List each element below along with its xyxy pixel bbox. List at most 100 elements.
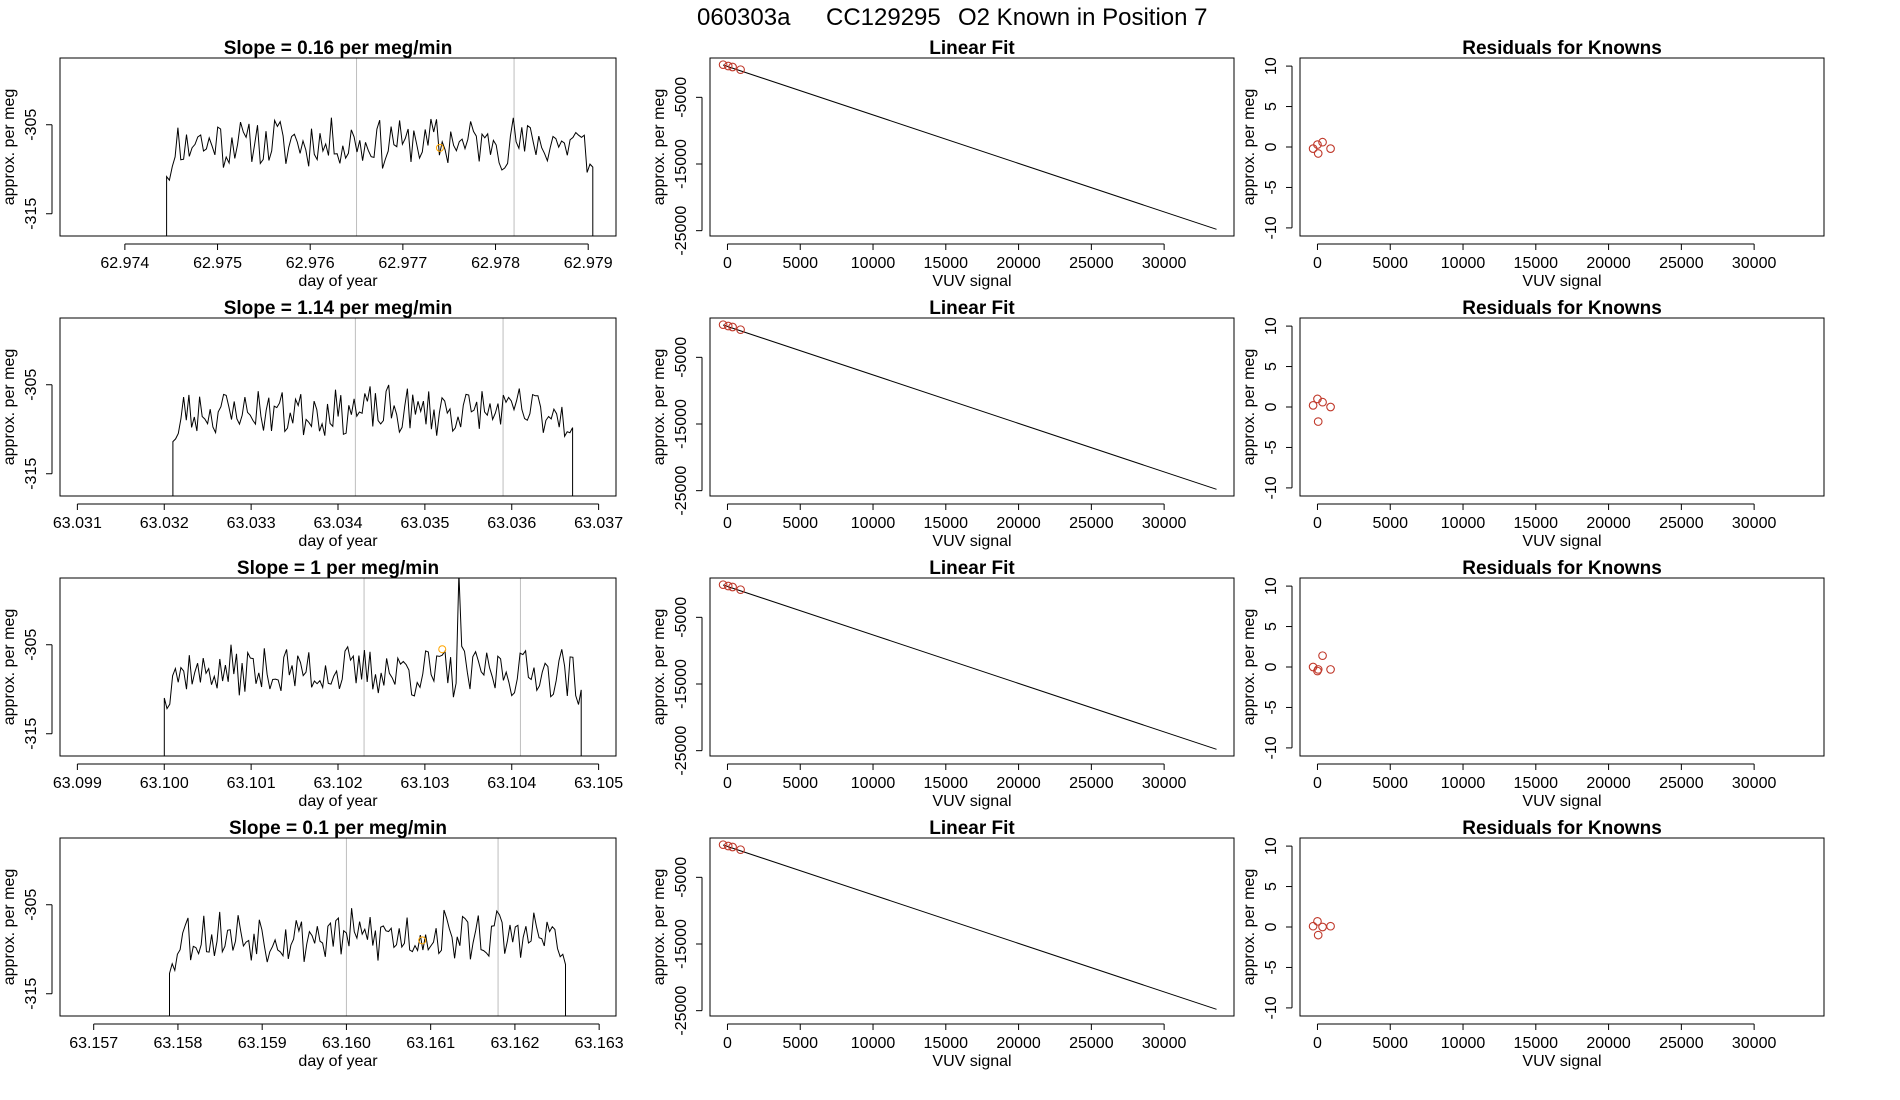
x-tick-label: 30000: [1732, 775, 1777, 792]
x-tick-label: 25000: [1659, 775, 1704, 792]
x-tick-label: 20000: [996, 255, 1041, 272]
panel-r0-c0: Slope = 0.16 per meg/min 62.974 62.975 62.9…: [1, 38, 617, 290]
y-tick-label: -5: [1263, 440, 1280, 454]
x-axis-label: VUV signal: [1522, 1053, 1601, 1070]
data-point: [736, 65, 745, 75]
fit-line: [722, 584, 1217, 750]
x-tick-label: 5000: [782, 515, 818, 532]
y-tick-label: 5: [1263, 362, 1280, 371]
x-tick-label: 10000: [1441, 1035, 1486, 1052]
x-tick-label: 63.100: [140, 775, 189, 792]
y-axis-label: approx. per meg: [1241, 609, 1258, 726]
x-tick-label: 20000: [1586, 515, 1631, 532]
x-tick-label: 20000: [1586, 1035, 1631, 1052]
panel-r1-c1: Linear Fit 0 5000 10000 15000 20000 25000 30000…: [651, 298, 1235, 550]
x-tick-label: 63.101: [227, 775, 276, 792]
y-tick-label: -315: [23, 718, 40, 750]
y-tick-label: 10: [1263, 837, 1280, 855]
data-point: [1308, 921, 1318, 931]
panel-title: Slope = 1.14 per meg/min: [224, 298, 453, 319]
panel-r0-c2: Residuals for Knowns 0 5000 10000 15000 20000…: [1241, 38, 1825, 290]
x-tick-label: 5000: [782, 1035, 818, 1052]
y-tick-label: -25000: [673, 466, 690, 516]
y-axis-label: approx. per meg: [651, 869, 668, 986]
plot-frame: [709, 57, 1235, 237]
x-tick-label: 10000: [1441, 255, 1486, 272]
y-tick-label: -305: [23, 889, 40, 921]
panel-r1-c2: Residuals for Knowns 0 5000 10000 15000 20000…: [1241, 298, 1825, 550]
data-point: [1326, 144, 1335, 153]
plot-frame: [59, 837, 617, 1017]
data-point: [1313, 417, 1323, 426]
x-axis-label: VUV signal: [1522, 273, 1601, 290]
x-tick-label: 25000: [1659, 255, 1704, 272]
series-line: [166, 117, 594, 236]
y-axis-label: approx. per meg: [651, 609, 668, 726]
highlight-point: [418, 936, 427, 945]
x-tick-label: 15000: [1514, 515, 1559, 532]
x-tick-label: 63.163: [575, 1035, 624, 1052]
x-tick-label: 25000: [1659, 1035, 1704, 1052]
y-tick-label: -305: [23, 369, 40, 401]
y-tick-label: -315: [23, 458, 40, 490]
series-line: [169, 908, 566, 1016]
x-axis-label: day of year: [298, 273, 378, 290]
y-axis-label: approx. per meg: [651, 89, 668, 206]
panel-title: Linear Fit: [929, 818, 1015, 839]
x-tick-label: 10000: [1441, 775, 1486, 792]
x-tick-label: 25000: [1659, 515, 1704, 532]
panel-title: Linear Fit: [929, 558, 1015, 579]
panel-title: Residuals for Knowns: [1462, 298, 1662, 319]
y-tick-label: -10: [1263, 996, 1280, 1019]
data-point: [1313, 930, 1323, 940]
plot-area: [166, 58, 594, 236]
plot-frame: [1299, 317, 1825, 497]
plot-area: [718, 840, 1217, 1010]
x-tick-label: 0: [723, 255, 732, 272]
x-tick-label: 25000: [1069, 515, 1114, 532]
data-point: [1326, 665, 1335, 674]
plot-frame: [59, 57, 617, 237]
y-tick-label: 0: [1263, 142, 1280, 151]
plot-area: [718, 320, 1217, 490]
plot-area: [1308, 137, 1335, 158]
x-tick-label: 63.035: [400, 515, 449, 532]
panel-r3-c1: Linear Fit 0 5000 10000 15000 20000 25000 30000…: [651, 818, 1235, 1070]
plot-frame: [1299, 577, 1825, 757]
x-tick-label: 63.033: [227, 515, 276, 532]
y-axis-label: approx. per meg: [1, 609, 18, 726]
y-axis-label: approx. per meg: [1241, 89, 1258, 206]
x-axis-label: day of year: [298, 793, 378, 810]
x-tick-label: 15000: [1514, 1035, 1559, 1052]
y-axis-label: approx. per meg: [1, 89, 18, 206]
data-point: [1313, 140, 1322, 149]
y-tick-label: -25000: [673, 726, 690, 776]
x-tick-label: 20000: [996, 1035, 1041, 1052]
plot-area: [163, 578, 582, 756]
panels-grid: Slope = 0.16 per meg/min 62.974 62.975 62.9…: [1, 38, 1825, 1070]
x-tick-label: 30000: [1142, 1035, 1187, 1052]
x-tick-label: 15000: [924, 775, 969, 792]
fit-line: [722, 324, 1217, 490]
data-point: [728, 322, 737, 332]
x-tick-label: 30000: [1732, 255, 1777, 272]
panel-r2-c0: Slope = 1 per meg/min 63.099 63.100 63.101 6…: [1, 558, 623, 810]
plot-area: [1308, 651, 1335, 676]
x-tick-label: 10000: [851, 1035, 896, 1052]
x-tick-label: 15000: [924, 515, 969, 532]
data-point: [1318, 922, 1327, 932]
x-tick-label: 30000: [1732, 1035, 1777, 1052]
x-tick-label: 10000: [1441, 515, 1486, 532]
x-tick-label: 62.977: [378, 255, 427, 272]
panel-title: Slope = 1 per meg/min: [237, 558, 439, 579]
x-tick-label: 0: [1313, 255, 1322, 272]
y-tick-label: -25000: [673, 206, 690, 256]
y-tick-label: 0: [1263, 402, 1280, 411]
plot-area: [1308, 916, 1335, 940]
data-point: [736, 845, 745, 855]
data-point: [1308, 401, 1318, 410]
data-point: [728, 582, 737, 592]
plot-frame: [1299, 837, 1825, 1017]
data-point: [723, 321, 733, 331]
